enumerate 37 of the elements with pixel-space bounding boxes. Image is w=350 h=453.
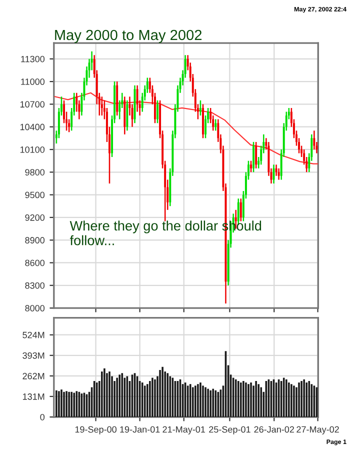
y-tick-label: 8900 xyxy=(25,237,45,244)
x-tick-label: 25-Sep-01 xyxy=(209,426,250,434)
y-tick-label: 0 xyxy=(40,414,45,420)
x-tick-label: 26-Jan-02 xyxy=(254,426,294,433)
candlestick xyxy=(126,100,128,132)
candlestick xyxy=(156,100,158,124)
x-tick-label: 27-May-02 xyxy=(296,426,339,434)
candlestick xyxy=(275,164,278,177)
y-tick-label: 8000 xyxy=(25,305,45,312)
y-tick-label: 9500 xyxy=(25,192,45,198)
candlestick xyxy=(252,141,255,173)
y-tick-label: 10400 xyxy=(20,124,45,130)
candlestick xyxy=(313,130,316,150)
y-tick-label: 9800 xyxy=(25,169,45,176)
candlestick xyxy=(214,118,217,132)
y-tick-label: 8600 xyxy=(25,260,45,266)
candlestick xyxy=(100,96,103,116)
x-tick-label: 19-Jan-01 xyxy=(120,426,160,433)
x-tick-label: 19-Sep-00 xyxy=(75,426,117,434)
y-tick-label: 11000 xyxy=(21,78,45,85)
candlestick xyxy=(199,100,202,116)
x-tick-label: 21-May-01 xyxy=(162,426,205,434)
y-tick-label: 8300 xyxy=(25,282,45,289)
candlestick xyxy=(240,198,242,222)
candlestick xyxy=(278,168,280,180)
y-tick-label: 10100 xyxy=(20,146,45,153)
y-tick-label: 11300 xyxy=(21,56,45,62)
chart-title: May 2000 to May 2002 xyxy=(55,30,202,44)
y-tick-label: 9200 xyxy=(25,214,45,221)
candlestick xyxy=(250,160,252,173)
candlestick xyxy=(136,84,138,112)
y-tick-label: 393M xyxy=(22,352,44,359)
y-tick-label: 262M xyxy=(22,372,44,380)
y-tick-label: 524M xyxy=(22,332,44,338)
candlestick xyxy=(255,141,258,169)
y-tick-label: 131M xyxy=(22,393,44,400)
y-tick-label: 10700 xyxy=(20,101,45,108)
